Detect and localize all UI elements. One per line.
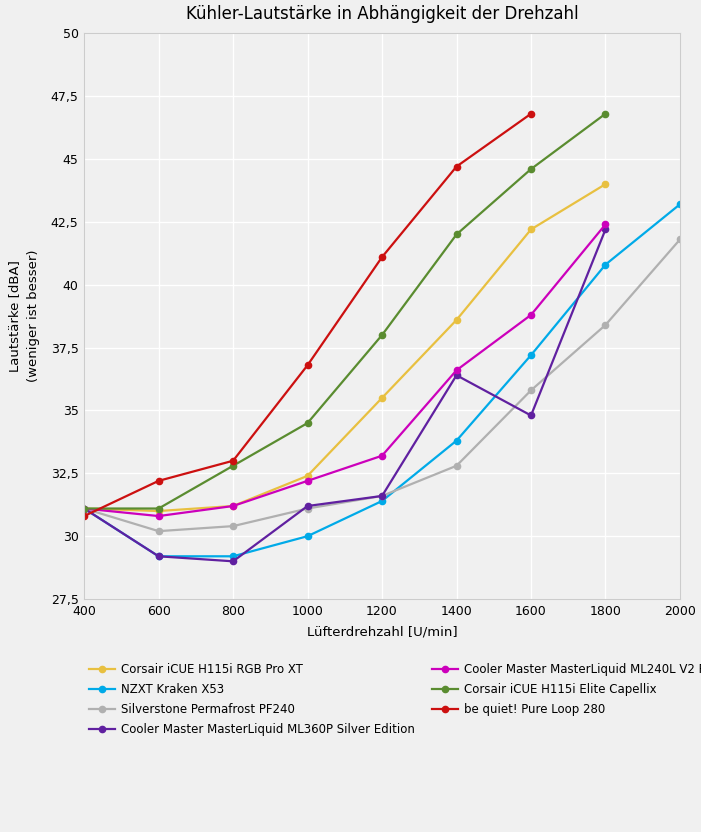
NZXT Kraken X53 <box>378 496 386 506</box>
NZXT Kraken X53 <box>229 552 237 562</box>
Cooler Master MasterLiquid ML240L V2 RGB <box>80 503 88 513</box>
be quiet! Pure Loop 280 <box>304 360 312 370</box>
Cooler Master MasterLiquid ML240L V2 RGB <box>304 476 312 486</box>
Corsair iCUE H115i Elite Capellix <box>304 418 312 428</box>
Line: NZXT Kraken X53: NZXT Kraken X53 <box>81 201 683 559</box>
Corsair iCUE H115i Elite Capellix <box>452 230 461 240</box>
Corsair iCUE H115i RGB Pro XT <box>601 179 610 189</box>
Legend: Corsair iCUE H115i RGB Pro XT, NZXT Kraken X53, Silverstone Permafrost PF240, Co: Corsair iCUE H115i RGB Pro XT, NZXT Krak… <box>84 658 701 741</box>
Silverstone Permafrost PF240 <box>229 521 237 531</box>
NZXT Kraken X53 <box>80 503 88 513</box>
NZXT Kraken X53 <box>452 436 461 446</box>
Cooler Master MasterLiquid ML240L V2 RGB <box>229 501 237 511</box>
Corsair iCUE H115i RGB Pro XT <box>80 503 88 513</box>
Cooler Master MasterLiquid ML360P Silver Edition <box>527 410 536 420</box>
be quiet! Pure Loop 280 <box>229 456 237 466</box>
be quiet! Pure Loop 280 <box>452 161 461 171</box>
Corsair iCUE H115i Elite Capellix <box>378 330 386 340</box>
Corsair iCUE H115i Elite Capellix <box>154 503 163 513</box>
Line: Silverstone Permafrost PF240: Silverstone Permafrost PF240 <box>81 236 683 534</box>
Cooler Master MasterLiquid ML240L V2 RGB <box>378 451 386 461</box>
Corsair iCUE H115i RGB Pro XT <box>154 506 163 516</box>
Cooler Master MasterLiquid ML240L V2 RGB <box>601 220 610 230</box>
Y-axis label: Lautstärke [dBA]
(weniger ist besser): Lautstärke [dBA] (weniger ist besser) <box>8 250 39 383</box>
NZXT Kraken X53 <box>154 552 163 562</box>
NZXT Kraken X53 <box>527 350 536 360</box>
Cooler Master MasterLiquid ML360P Silver Edition <box>304 501 312 511</box>
Corsair iCUE H115i RGB Pro XT <box>229 501 237 511</box>
Cooler Master MasterLiquid ML240L V2 RGB <box>452 365 461 375</box>
Cooler Master MasterLiquid ML240L V2 RGB <box>527 310 536 319</box>
Corsair iCUE H115i Elite Capellix <box>229 461 237 471</box>
NZXT Kraken X53 <box>676 200 684 210</box>
Silverstone Permafrost PF240 <box>527 385 536 395</box>
Cooler Master MasterLiquid ML360P Silver Edition <box>452 370 461 380</box>
Line: Cooler Master MasterLiquid ML360P Silver Edition: Cooler Master MasterLiquid ML360P Silver… <box>81 226 608 564</box>
Line: be quiet! Pure Loop 280: be quiet! Pure Loop 280 <box>81 111 534 519</box>
be quiet! Pure Loop 280 <box>80 511 88 521</box>
Line: Corsair iCUE H115i RGB Pro XT: Corsair iCUE H115i RGB Pro XT <box>81 181 608 514</box>
Silverstone Permafrost PF240 <box>378 491 386 501</box>
Silverstone Permafrost PF240 <box>601 320 610 330</box>
Corsair iCUE H115i Elite Capellix <box>527 164 536 174</box>
Silverstone Permafrost PF240 <box>304 503 312 513</box>
Silverstone Permafrost PF240 <box>676 235 684 245</box>
Title: Kühler-Lautstärke in Abhängigkeit der Drehzahl: Kühler-Lautstärke in Abhängigkeit der Dr… <box>186 5 578 23</box>
Corsair iCUE H115i RGB Pro XT <box>452 315 461 325</box>
Silverstone Permafrost PF240 <box>80 503 88 513</box>
Line: Corsair iCUE H115i Elite Capellix: Corsair iCUE H115i Elite Capellix <box>81 111 608 512</box>
Corsair iCUE H115i RGB Pro XT <box>304 471 312 481</box>
be quiet! Pure Loop 280 <box>378 252 386 262</box>
be quiet! Pure Loop 280 <box>527 109 536 119</box>
Cooler Master MasterLiquid ML360P Silver Edition <box>154 552 163 562</box>
Cooler Master MasterLiquid ML360P Silver Edition <box>378 491 386 501</box>
Corsair iCUE H115i RGB Pro XT <box>527 225 536 235</box>
Cooler Master MasterLiquid ML360P Silver Edition <box>601 225 610 235</box>
Corsair iCUE H115i Elite Capellix <box>80 503 88 513</box>
X-axis label: Lüfterdrehzahl [U/min]: Lüfterdrehzahl [U/min] <box>307 626 457 639</box>
Line: Cooler Master MasterLiquid ML240L V2 RGB: Cooler Master MasterLiquid ML240L V2 RGB <box>81 221 608 519</box>
Cooler Master MasterLiquid ML360P Silver Edition <box>80 503 88 513</box>
be quiet! Pure Loop 280 <box>154 476 163 486</box>
NZXT Kraken X53 <box>601 260 610 270</box>
Cooler Master MasterLiquid ML240L V2 RGB <box>154 511 163 521</box>
NZXT Kraken X53 <box>304 531 312 541</box>
Silverstone Permafrost PF240 <box>452 461 461 471</box>
Corsair iCUE H115i Elite Capellix <box>601 109 610 119</box>
Corsair iCUE H115i RGB Pro XT <box>378 393 386 403</box>
Silverstone Permafrost PF240 <box>154 526 163 536</box>
Cooler Master MasterLiquid ML360P Silver Edition <box>229 557 237 567</box>
